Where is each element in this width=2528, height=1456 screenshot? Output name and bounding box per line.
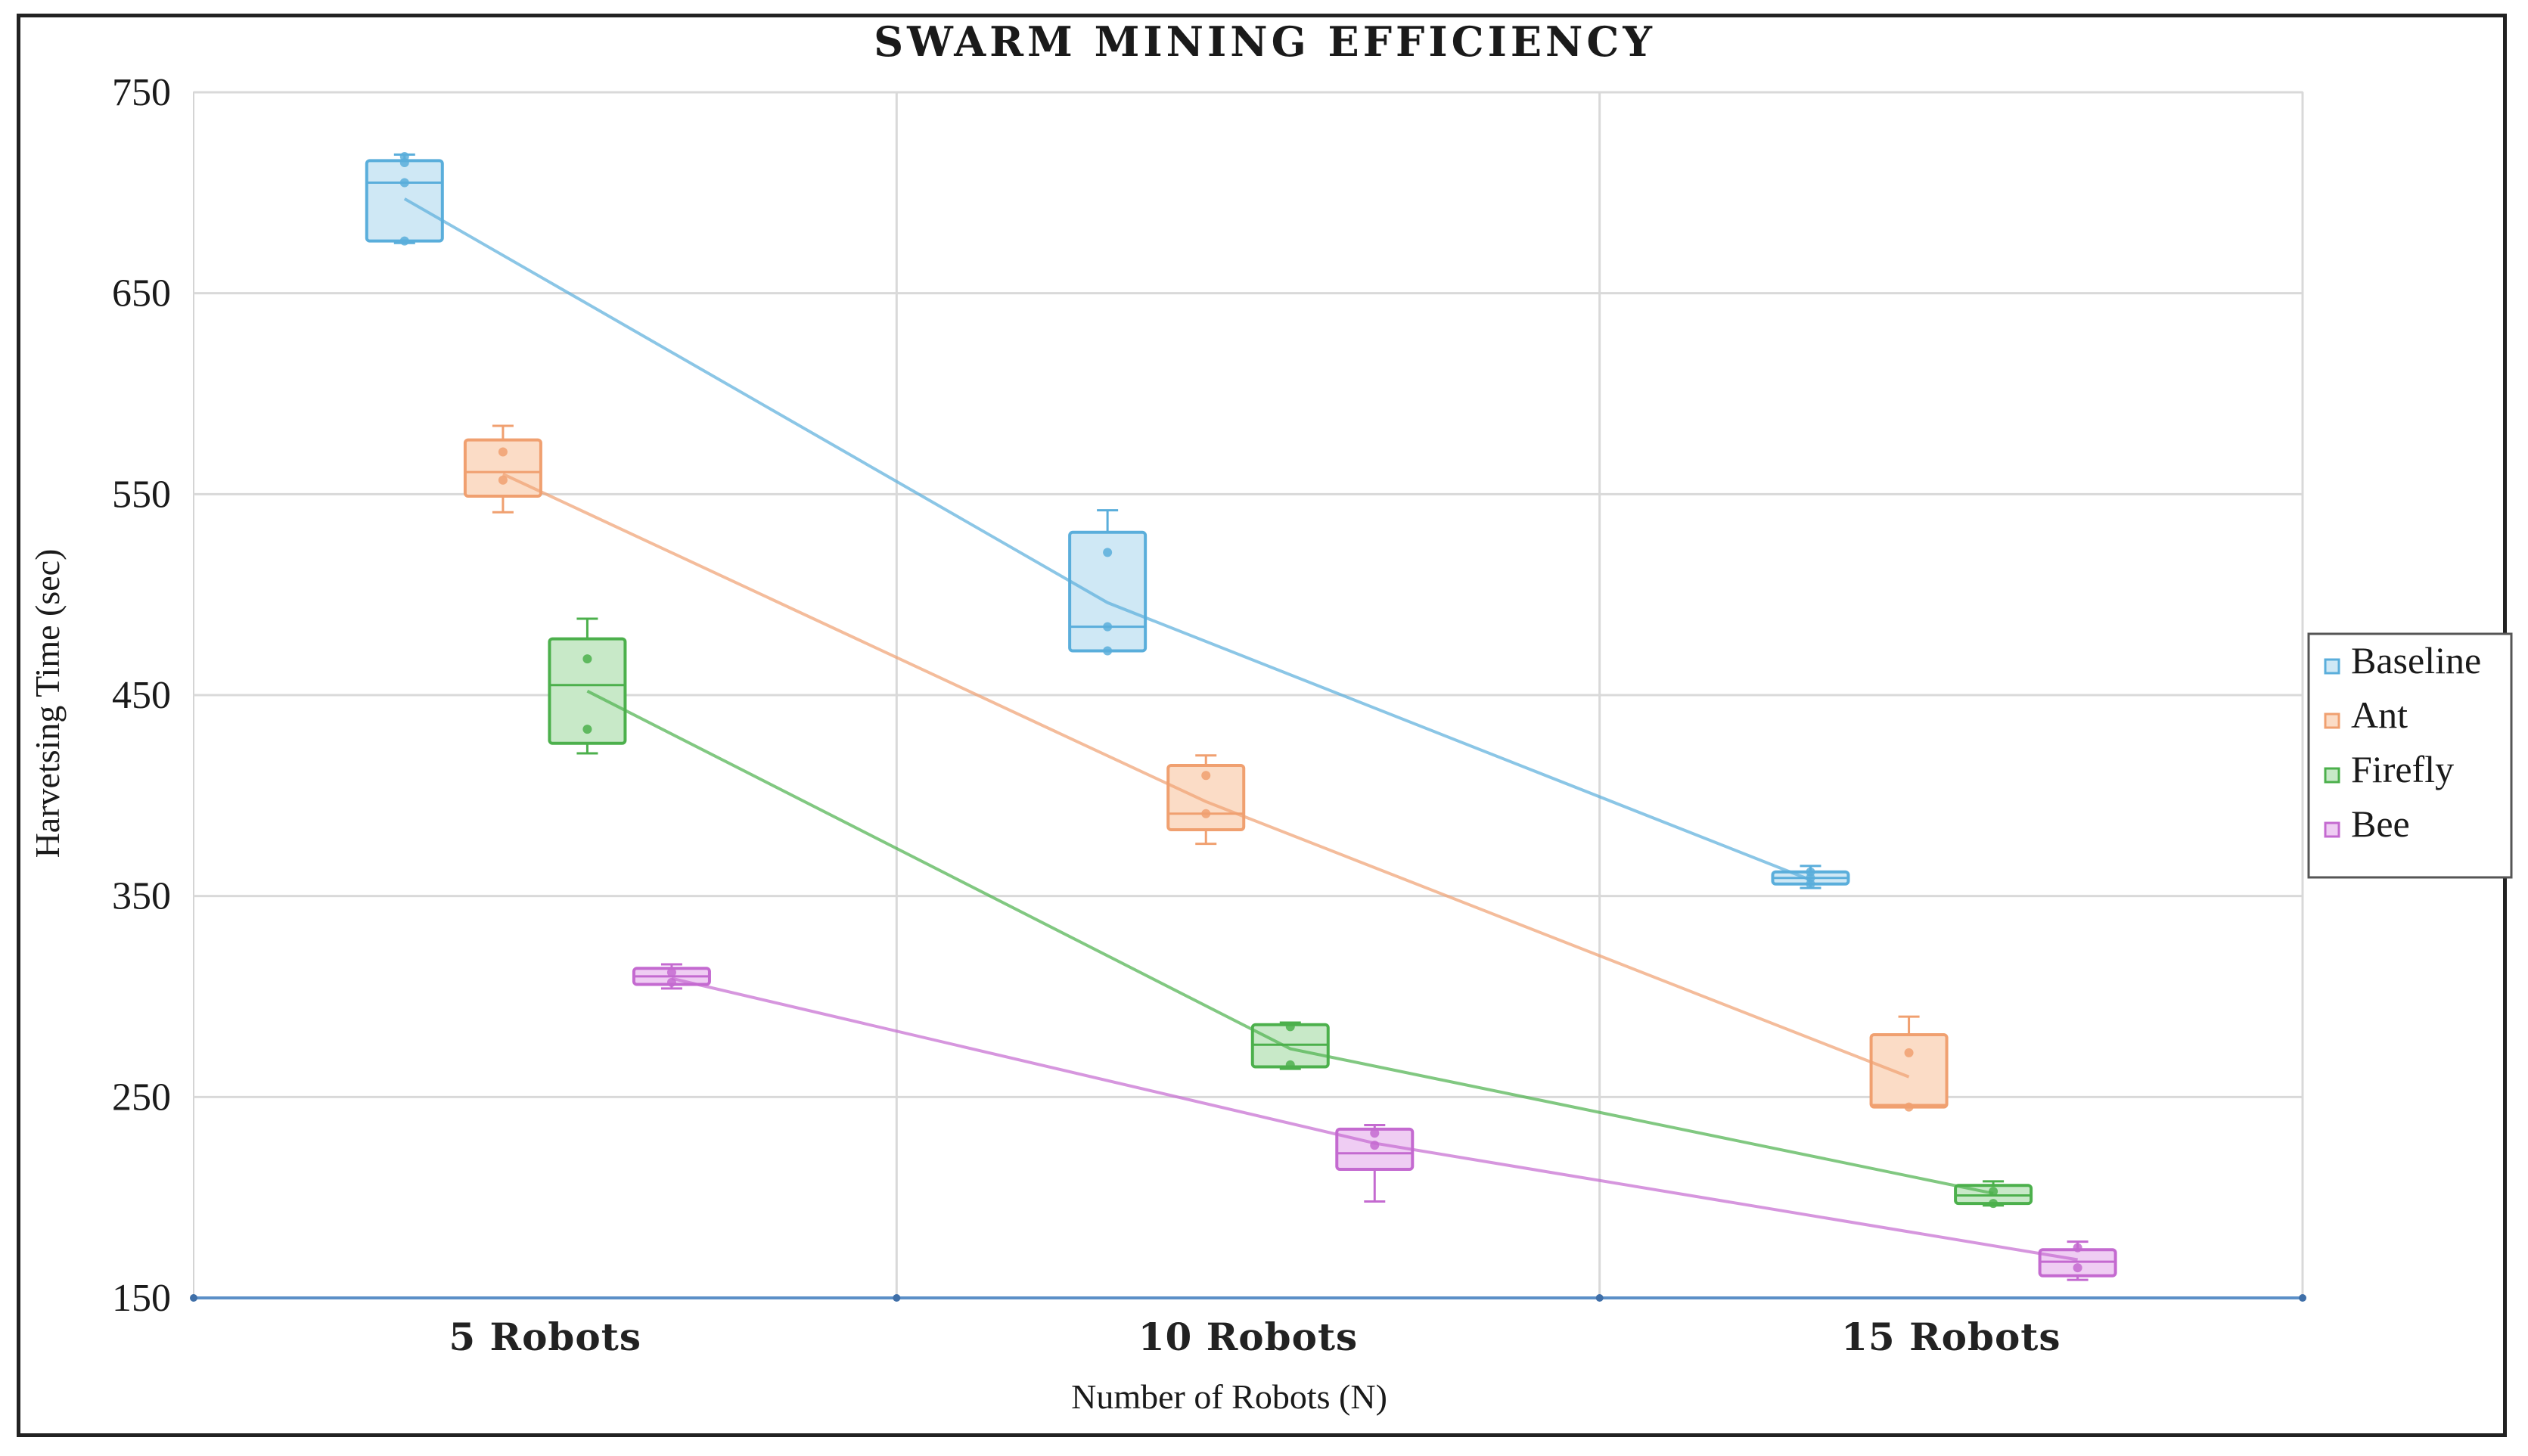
mean-line-ant [502, 472, 1910, 1079]
box-firefly-2 [1250, 1021, 1330, 1070]
legend-box [2307, 632, 2513, 879]
data-point [1904, 1102, 1914, 1112]
data-point [1904, 1048, 1914, 1057]
x-axis-tick-mark [893, 1294, 901, 1302]
box-body [1869, 1032, 1949, 1109]
data-point [1103, 622, 1113, 632]
data-point [399, 236, 409, 246]
y-tick-label: 650 [112, 272, 171, 315]
y-axis-label: Harvetsing Time (sec) [28, 549, 67, 858]
data-point [2073, 1263, 2082, 1273]
data-point [1201, 809, 1211, 818]
y-tick-label: 450 [112, 674, 171, 717]
data-point [1103, 548, 1113, 557]
data-point [498, 447, 508, 457]
box-baseline-2 [1068, 509, 1148, 656]
legend-label-baseline: Baseline [2351, 639, 2481, 681]
data-point [399, 178, 409, 188]
y-axis-ticks: 150 250 350 450 550 650 750 [112, 71, 171, 1320]
legend-swatch-bee [2324, 821, 2340, 838]
box-firefly-1 [548, 617, 627, 755]
grid-lines [190, 91, 2306, 1302]
x-tick-label: 15 Robots [1841, 1315, 2061, 1359]
data-point [1103, 646, 1113, 656]
series-firefly [548, 617, 2033, 1209]
box-baseline-3 [1771, 865, 1850, 889]
box-ant-3 [1869, 1015, 1949, 1112]
data-point [1989, 1199, 1998, 1209]
mean-line-baseline [403, 197, 1812, 882]
x-axis-ticks: 5 Robots 10 Robots 15 Robots [449, 1315, 2061, 1359]
y-tick-label: 350 [112, 875, 171, 918]
legend-label-bee: Bee [2351, 803, 2410, 845]
x-axis-label: Number of Robots (N) [1071, 1377, 1387, 1416]
box-body [365, 159, 444, 243]
legend-swatch-baseline [2324, 658, 2340, 675]
y-tick-label: 250 [112, 1076, 171, 1119]
data-point [1806, 867, 1815, 877]
legend-swatch-ant [2324, 712, 2340, 729]
legend-label-ant: Ant [2351, 694, 2408, 736]
data-point [1285, 1022, 1295, 1032]
data-point [666, 967, 676, 977]
mean-line-firefly [586, 689, 1994, 1195]
series-ant [463, 424, 1949, 1112]
y-tick-label: 750 [112, 71, 171, 114]
x-tick-label: 5 Robots [449, 1315, 641, 1359]
legend-swatch-firefly [2324, 767, 2340, 784]
data-point [582, 654, 592, 664]
box-baseline-1 [365, 152, 444, 246]
series-bee [632, 963, 2117, 1281]
data-point [1285, 1060, 1295, 1069]
data-point [1370, 1128, 1380, 1138]
data-point [498, 475, 508, 485]
chart-title: SWARM MINING EFFICIENCY [874, 17, 1656, 66]
data-point [2073, 1243, 2082, 1253]
mean-line-bee [671, 976, 2078, 1262]
y-tick-label: 150 [112, 1277, 171, 1320]
legend-label-firefly: Firefly [2351, 748, 2454, 790]
x-axis-tick-mark [1595, 1294, 1604, 1302]
box-firefly-3 [1954, 1180, 2033, 1209]
box-bee-1 [632, 963, 711, 990]
x-axis-tick-mark [2299, 1294, 2306, 1302]
series-baseline [365, 152, 1850, 889]
x-tick-label: 10 Robots [1138, 1315, 1358, 1359]
legend: Baseline Ant Firefly Bee [2307, 632, 2513, 879]
data-point [582, 725, 592, 734]
data-point [399, 152, 409, 162]
data-point [1201, 771, 1211, 781]
x-axis-tick-mark [190, 1294, 197, 1302]
y-tick-label: 550 [112, 473, 171, 516]
series-layer [365, 152, 2117, 1281]
box-ant-2 [1166, 754, 1246, 846]
